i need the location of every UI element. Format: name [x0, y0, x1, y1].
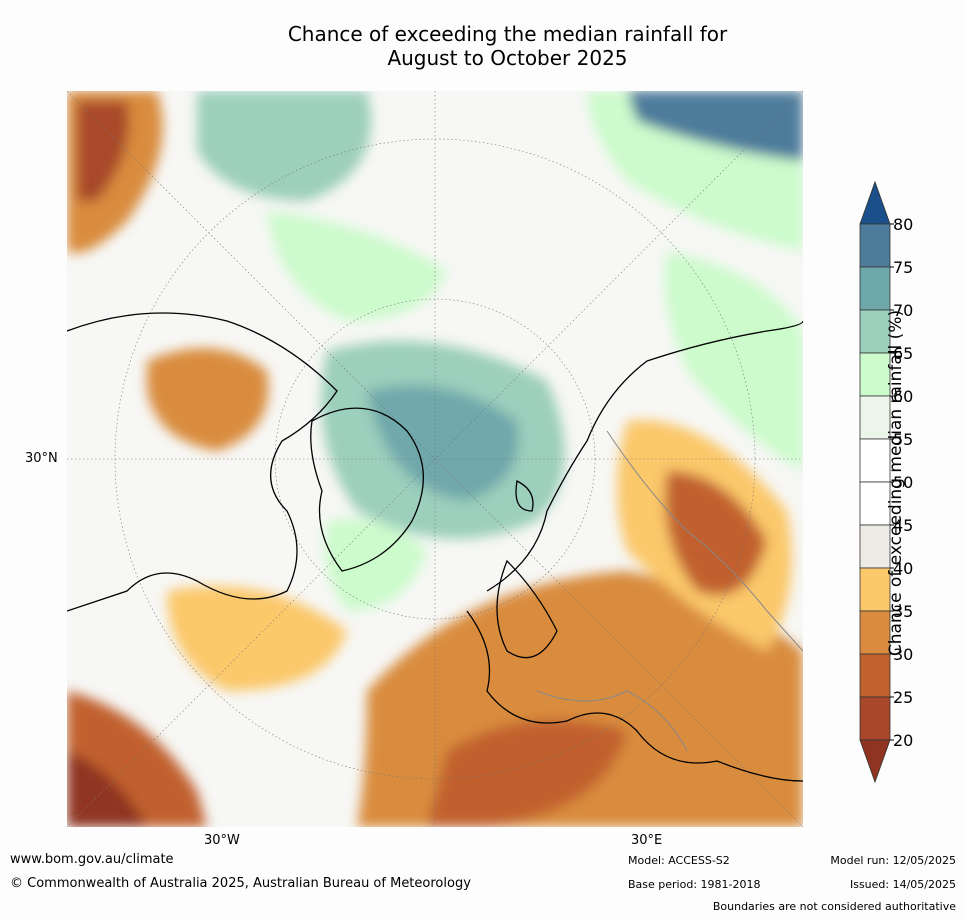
- website-link[interactable]: www.bom.gov.au/climate: [10, 852, 174, 867]
- dry-core-alaska: [77, 101, 129, 201]
- dry-region-canada: [147, 348, 269, 451]
- wet-core-arctic: [367, 385, 519, 501]
- coastline-greenland: [310, 407, 425, 572]
- colorbar-extend-top: [859, 180, 891, 225]
- base-period-text: Base period: 1981-2018: [628, 878, 761, 891]
- map-title: Chance of exceeding the median rainfall …: [180, 22, 835, 70]
- copyright-text: © Commonwealth of Australia 2025, Austra…: [10, 876, 471, 891]
- colorbar-tick-label: 25: [893, 688, 913, 707]
- wet-core-northeast: [627, 91, 803, 161]
- wet-region-north-pacific: [197, 91, 371, 201]
- colorbar-segment: [859, 696, 891, 741]
- boundaries-disclaimer: Boundaries are not considered authoritat…: [712, 900, 956, 913]
- wet-region-high-north: [267, 211, 447, 321]
- dry-core-europe: [427, 719, 627, 827]
- lon-label-30e: 30°E: [631, 833, 663, 848]
- coastline-scandinavia: [496, 559, 558, 659]
- colorbar-segment: [859, 653, 891, 698]
- colorbar-tick-label: 80: [893, 215, 913, 234]
- colorbar-tick-label: 75: [893, 258, 913, 277]
- wet-region-greenland: [324, 519, 427, 611]
- border-russia: [606, 430, 803, 652]
- lon-label-30w: 30°W: [204, 833, 240, 848]
- dry-core-sw: [67, 751, 147, 827]
- title-line-1: Chance of exceeding the median rainfall …: [287, 22, 728, 46]
- dry-region-atlantic: [167, 586, 347, 691]
- title-line-2: August to October 2025: [387, 46, 628, 70]
- colorbar-segment: [859, 223, 891, 268]
- lat-label-30n: 30°N: [25, 451, 58, 466]
- colorbar-tick-label: 20: [893, 731, 913, 750]
- border-europe: [536, 690, 688, 752]
- colorbar-extend-bottom: [859, 739, 891, 784]
- colorbar-segment: [859, 266, 891, 311]
- issued-text: Issued: 14/05/2025: [849, 878, 956, 891]
- coastline-svalbard: [515, 480, 534, 512]
- wet-region-siberia: [664, 251, 803, 471]
- coastline-north-america: [67, 312, 338, 612]
- colorbar-title-text: Chance of exceeding median rainfall (%): [886, 309, 906, 657]
- coastline-europe: [466, 610, 803, 782]
- meridian-line: [67, 91, 803, 827]
- coastline-eurasia: [486, 320, 803, 592]
- model-run-text: Model run: 12/05/2025: [830, 854, 956, 867]
- rainfall-probability-map: [67, 91, 803, 827]
- model-text: Model: ACCESS-S2: [628, 854, 730, 867]
- dry-core-asia: [665, 471, 767, 596]
